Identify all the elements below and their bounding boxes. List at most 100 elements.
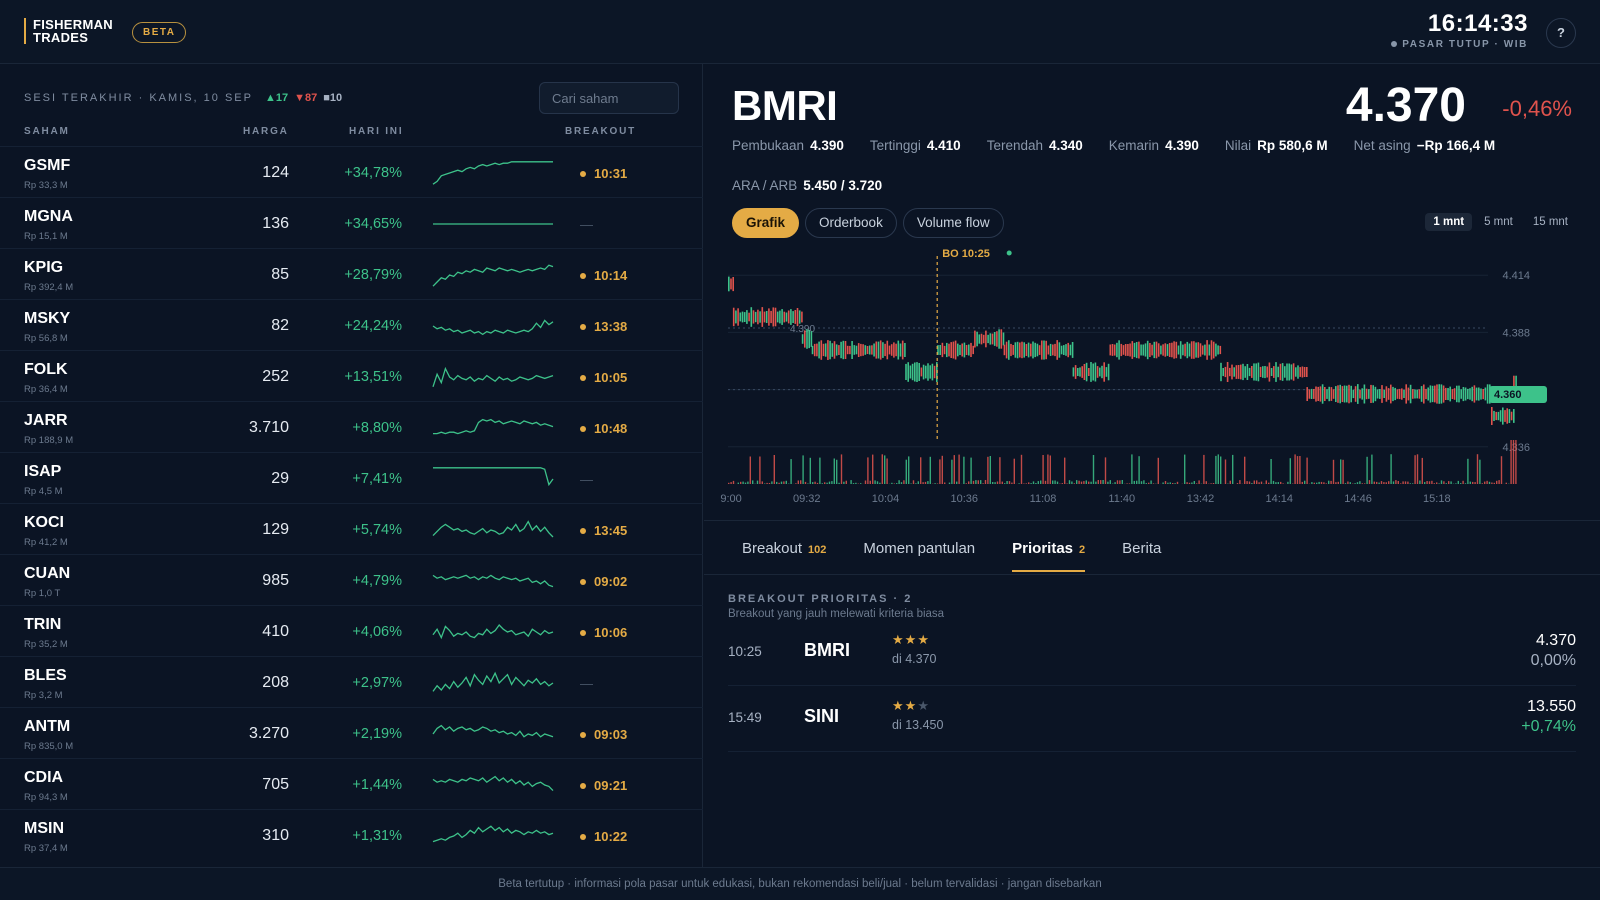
stock-row[interactable]: MSIN Rp 37,4 M 310 +1,31% 10:22	[0, 809, 703, 861]
stock-row[interactable]: MGNA Rp 15,1 M 136 +34,65% —	[0, 197, 703, 249]
stock-row[interactable]: ANTM Rp 835,0 M 3.270 +2,19% 09:03	[0, 707, 703, 759]
stock-row[interactable]: TRIN Rp 35,2 M 410 +4,06% 10:06	[0, 605, 703, 657]
logo[interactable]: FISHERMAN TRADES	[24, 18, 113, 44]
panel-tab-label: Prioritas	[1012, 540, 1074, 557]
row-change: +1,44%	[352, 777, 402, 793]
stat-label: Nilai	[1224, 138, 1252, 153]
priority-change: 0,00%	[1530, 652, 1576, 669]
panel-tab-berita[interactable]: Berita	[1122, 534, 1161, 574]
row-breakout-time: 13:38	[594, 319, 628, 334]
row-sparkline	[432, 366, 554, 388]
y-tick-label: 4.388	[1502, 327, 1530, 339]
row-breakout-time: 10:14	[594, 268, 628, 283]
row-sparkline	[432, 520, 554, 538]
price-block	[732, 307, 803, 327]
x-tick-label: 15:18	[1423, 493, 1451, 505]
stock-row[interactable]: MSKY Rp 56,8 M 82 +24,24% 13:38	[0, 299, 703, 351]
stock-row[interactable]: JARR Rp 188,9 M 3.710 +8,80% 10:48	[0, 401, 703, 453]
logo-text: FISHERMAN TRADES	[33, 17, 113, 45]
help-button[interactable]: ?	[1546, 18, 1576, 48]
stock-row[interactable]: CDIA Rp 94,3 M 705 +1,44% 09:21	[0, 758, 703, 810]
panel-tab-momen-pantulan[interactable]: Momen pantulan	[863, 534, 975, 574]
stock-row[interactable]: FOLK Rp 36,4 M 252 +13,51% 10:05	[0, 350, 703, 402]
row-value: Rp 835,0 M	[24, 741, 74, 752]
row-ticker: CUAN	[24, 565, 71, 582]
stat-label: Pembukaan	[732, 138, 805, 153]
col-header-breakout[interactable]: BREAKOUT	[565, 126, 637, 137]
stock-row[interactable]: KPIG Rp 392,4 M 85 +28,79% 10:14	[0, 248, 703, 300]
stat-value: 4.340	[1048, 138, 1083, 153]
priority-price: 13.550	[1527, 698, 1576, 715]
row-breakout-time: 10:48	[594, 421, 628, 436]
stock-row[interactable]: BLES Rp 3,2 M 208 +2,97% —	[0, 656, 703, 708]
star-icon: ★	[917, 632, 930, 647]
col-header-saham[interactable]: SAHAM	[24, 126, 70, 137]
breakout-dot-icon	[580, 833, 586, 840]
interval-15m[interactable]: 15 mnt	[1532, 216, 1568, 228]
price-block	[811, 340, 906, 360]
row-sparkline	[432, 161, 553, 185]
x-tick-label: 13:42	[1187, 493, 1215, 505]
row-value: Rp 35,2 M	[24, 639, 68, 650]
tab-orderbook[interactable]: Orderbook	[805, 208, 897, 238]
row-sparkline	[432, 264, 554, 287]
row-breakout: 10:31	[580, 166, 627, 181]
col-header-hari-ini[interactable]: HARI INI	[349, 126, 404, 137]
row-ticker: MSKY	[24, 310, 71, 327]
priority-item[interactable]: 10:25 BMRI ★★★ di 4.370 4.370 0,00%	[728, 620, 1576, 686]
row-price: 985	[262, 572, 289, 589]
tab-volume-flow[interactable]: Volume flow	[902, 208, 1004, 238]
breakout-dot-icon	[580, 425, 586, 432]
breakout-dot-icon	[580, 782, 586, 789]
row-breakout-time: —	[580, 217, 593, 232]
interval-1m[interactable]: 1 mnt	[1425, 213, 1473, 231]
row-sparkline	[432, 574, 554, 588]
panel-tab-prioritas[interactable]: Prioritas 2	[1012, 534, 1085, 574]
star-icon: ★	[917, 698, 930, 713]
price-block	[1491, 407, 1515, 425]
price-block	[905, 362, 938, 382]
breakout-marker-label: BO 10:25	[942, 248, 990, 260]
row-price: 208	[262, 674, 289, 691]
col-header-harga[interactable]: HARGA	[243, 126, 289, 137]
chart-tabs: Grafik Orderbook Volume flow	[732, 208, 1010, 238]
row-breakout: 10:14	[580, 268, 627, 283]
stat-label: Kemarin	[1108, 138, 1160, 153]
breakout-dot-icon	[580, 578, 586, 585]
tab-grafik[interactable]: Grafik	[732, 208, 800, 238]
stat-5: Net asing −Rp 166,4 M	[1354, 138, 1495, 153]
priority-time: 15:49	[728, 710, 762, 725]
row-value: Rp 37,4 M	[24, 843, 68, 854]
search-input[interactable]	[539, 82, 679, 114]
row-sparkline	[433, 223, 553, 225]
panel-tab-count: 2	[1079, 544, 1086, 556]
stat-label: Tertinggi	[869, 138, 921, 153]
row-breakout: —	[580, 472, 593, 487]
stock-row[interactable]: GSMF Rp 33,3 M 124 +34,78% 10:31	[0, 146, 703, 198]
logo-mark	[24, 18, 26, 44]
footer-disclaimer: Beta tertutup · informasi pola pasar unt…	[0, 867, 1600, 900]
sparkline-path	[432, 825, 554, 843]
ara-arb: ARA / ARB 5.450 / 3.720	[732, 178, 882, 193]
stat-value: −Rp 166,4 M	[1416, 138, 1496, 153]
detail-stats: Pembukaan 4.390 Tertinggi 4.410 Terendah 4.34…	[732, 138, 1521, 153]
priority-item[interactable]: 15:49 SINI ★★★ di 13.450 13.550 +0,74%	[728, 686, 1576, 752]
panel-tab-breakout[interactable]: Breakout 102	[742, 534, 826, 574]
row-breakout: 10:05	[580, 370, 627, 385]
star-icon: ★	[892, 698, 905, 713]
stock-row[interactable]: CUAN Rp 1,0 T 985 +4,79% 09:02	[0, 554, 703, 606]
interval-5m[interactable]: 5 mnt	[1484, 216, 1513, 228]
row-value: Rp 3,2 M	[24, 690, 63, 701]
row-change: +2,97%	[352, 675, 402, 691]
x-tick-label: 09:00	[720, 493, 742, 505]
breakout-dot-icon	[1006, 250, 1012, 256]
stock-row[interactable]: ISAP Rp 4,5 M 29 +7,41% —	[0, 452, 703, 504]
stock-row[interactable]: KOCI Rp 41,2 M 129 +5,74% 13:45	[0, 503, 703, 555]
row-breakout-time: 10:31	[594, 166, 628, 181]
price-block	[1513, 375, 1517, 391]
x-tick-label: 10:04	[872, 493, 900, 505]
stat-3: Kemarin 4.390	[1109, 138, 1199, 153]
sparkline-path	[432, 319, 554, 336]
row-price: 3.710	[248, 419, 289, 436]
